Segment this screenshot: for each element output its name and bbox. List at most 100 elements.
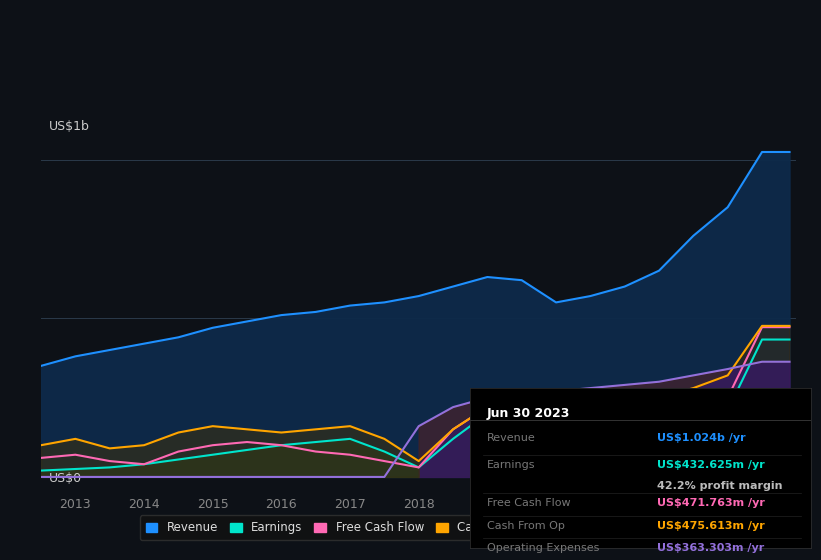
Free Cash Flow <box>620 407 630 414</box>
Cash From Op <box>311 426 321 433</box>
Earnings <box>71 465 80 472</box>
Operating Expenses <box>208 474 218 480</box>
Revenue <box>414 293 424 300</box>
Text: Cash From Op: Cash From Op <box>487 521 565 530</box>
Revenue <box>277 312 287 319</box>
Revenue <box>785 148 795 155</box>
Revenue <box>379 299 389 306</box>
Revenue <box>105 347 115 353</box>
Revenue <box>139 340 149 347</box>
Cash From Op <box>654 394 664 401</box>
Free Cash Flow <box>379 458 389 464</box>
Revenue <box>208 324 218 331</box>
Text: 42.2% profit margin: 42.2% profit margin <box>658 480 783 491</box>
Operating Expenses <box>379 474 389 480</box>
Earnings <box>379 448 389 455</box>
Free Cash Flow <box>516 407 526 414</box>
Earnings <box>345 436 355 442</box>
Cash From Op <box>173 429 183 436</box>
Cash From Op <box>551 413 561 420</box>
Revenue <box>551 299 561 306</box>
Earnings <box>785 336 795 343</box>
Revenue <box>311 309 321 315</box>
Cash From Op <box>620 404 630 410</box>
Text: US$471.763m /yr: US$471.763m /yr <box>658 498 765 508</box>
Operating Expenses <box>71 474 80 480</box>
Free Cash Flow <box>654 404 664 410</box>
Operating Expenses <box>414 423 424 430</box>
Earnings <box>551 417 561 423</box>
Operating Expenses <box>311 474 321 480</box>
Earnings <box>654 404 664 410</box>
Operating Expenses <box>277 474 287 480</box>
Free Cash Flow <box>448 426 458 433</box>
Cash From Op <box>448 426 458 433</box>
Revenue <box>620 283 630 290</box>
Free Cash Flow <box>757 324 767 330</box>
Free Cash Flow <box>311 448 321 455</box>
Earnings <box>722 407 732 414</box>
Operating Expenses <box>139 474 149 480</box>
Revenue <box>448 283 458 290</box>
Revenue <box>585 293 595 300</box>
Revenue <box>689 232 699 239</box>
Free Cash Flow <box>139 461 149 468</box>
Earnings <box>757 336 767 343</box>
Free Cash Flow <box>208 442 218 449</box>
Text: Jun 30 2023: Jun 30 2023 <box>487 407 570 420</box>
Line: Earnings: Earnings <box>41 339 790 470</box>
Free Cash Flow <box>414 464 424 471</box>
Cash From Op <box>105 445 115 452</box>
Free Cash Flow <box>105 458 115 464</box>
Operating Expenses <box>785 358 795 365</box>
Free Cash Flow <box>345 451 355 458</box>
Earnings <box>36 467 46 474</box>
Earnings <box>516 410 526 417</box>
Text: Earnings: Earnings <box>487 460 535 470</box>
Earnings <box>620 410 630 417</box>
Text: US$1.024b /yr: US$1.024b /yr <box>658 433 746 443</box>
Earnings <box>689 410 699 417</box>
Revenue <box>242 318 252 325</box>
Cash From Op <box>483 404 493 410</box>
Earnings <box>242 447 252 454</box>
Text: US$1b: US$1b <box>48 120 89 133</box>
Text: Revenue: Revenue <box>487 433 535 443</box>
Revenue <box>722 204 732 211</box>
Free Cash Flow <box>585 417 595 423</box>
Operating Expenses <box>173 474 183 480</box>
Cash From Op <box>516 410 526 417</box>
Operating Expenses <box>448 404 458 410</box>
Text: US$432.625m /yr: US$432.625m /yr <box>658 460 765 470</box>
Operating Expenses <box>516 391 526 398</box>
Operating Expenses <box>689 372 699 379</box>
Free Cash Flow <box>483 404 493 410</box>
Cash From Op <box>414 458 424 464</box>
Earnings <box>208 451 218 458</box>
Free Cash Flow <box>36 455 46 461</box>
Revenue <box>483 274 493 281</box>
Earnings <box>173 456 183 463</box>
Operating Expenses <box>551 388 561 395</box>
Revenue <box>757 148 767 155</box>
Cash From Op <box>722 372 732 379</box>
Cash From Op <box>757 323 767 329</box>
Free Cash Flow <box>71 451 80 458</box>
Operating Expenses <box>36 474 46 480</box>
Cash From Op <box>139 442 149 449</box>
Free Cash Flow <box>242 438 252 445</box>
Operating Expenses <box>722 366 732 372</box>
Cash From Op <box>345 423 355 430</box>
Operating Expenses <box>585 385 595 391</box>
Cash From Op <box>36 442 46 449</box>
Cash From Op <box>585 413 595 420</box>
Line: Free Cash Flow: Free Cash Flow <box>41 327 790 468</box>
Revenue <box>345 302 355 309</box>
Free Cash Flow <box>551 413 561 420</box>
Earnings <box>105 464 115 471</box>
Revenue <box>36 362 46 369</box>
Line: Cash From Op: Cash From Op <box>41 326 790 461</box>
Earnings <box>414 464 424 471</box>
Revenue <box>654 267 664 274</box>
Earnings <box>139 461 149 468</box>
